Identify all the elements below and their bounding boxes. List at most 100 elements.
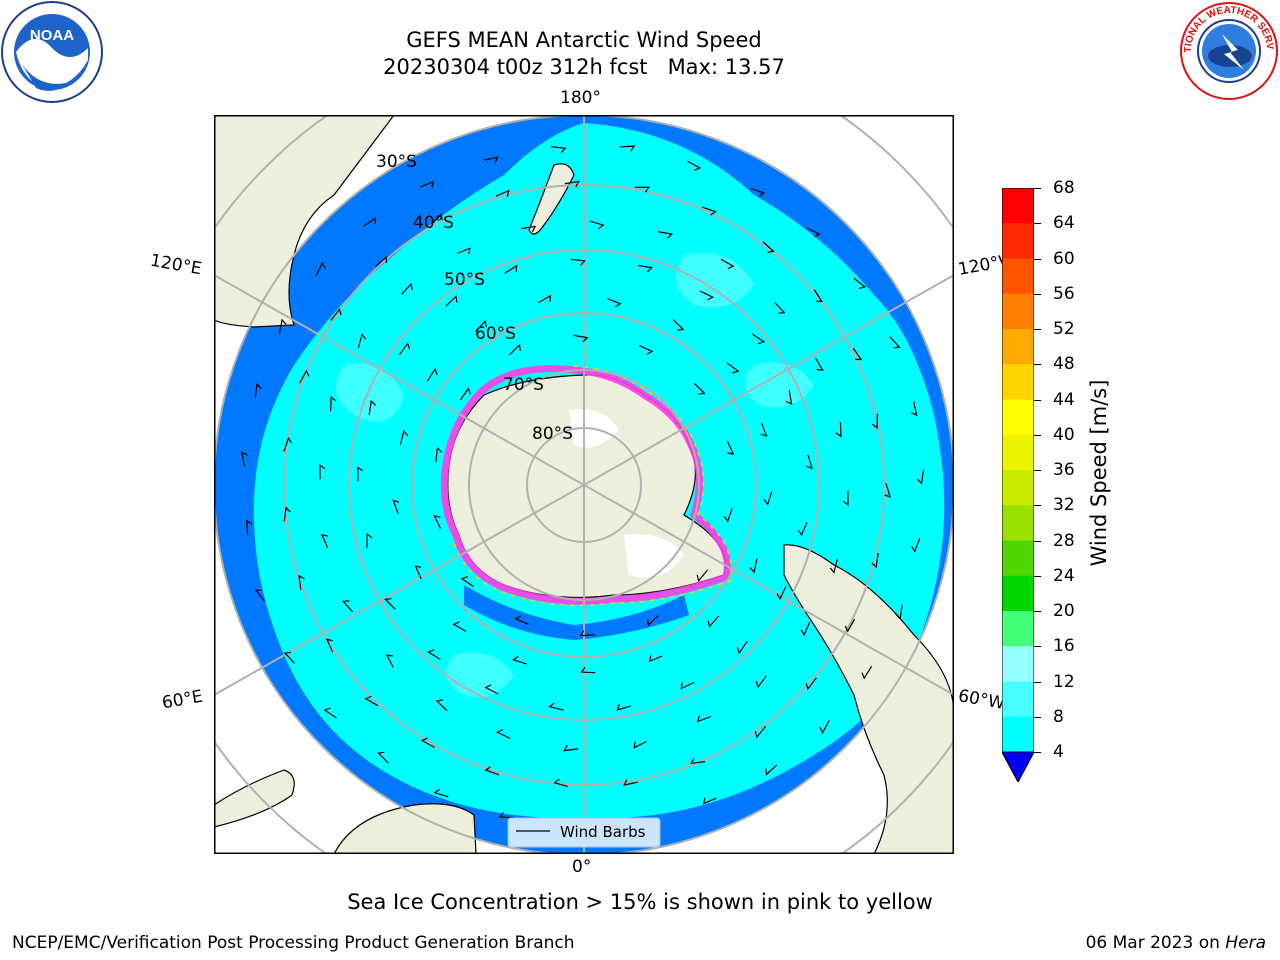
colorbar-tick-mark [1034, 505, 1041, 507]
wind-barb [672, 319, 685, 331]
lon-label-60w: 60°W [956, 686, 1007, 714]
lat-label-70s: 70°S [503, 375, 544, 395]
wind-barb [538, 294, 552, 304]
colorbar-tick-mark [1034, 575, 1041, 577]
noaa-logo-text: NOAA [30, 27, 74, 44]
wind-barb [805, 677, 817, 691]
polar-stereographic-map: Wind Barbs [214, 115, 954, 854]
lat-label-30s: 30°S [376, 152, 417, 172]
wind-barbs [240, 145, 925, 827]
wind-barb [637, 264, 653, 273]
wind-barb [895, 604, 903, 620]
colorbar-tick-mark [1034, 399, 1041, 401]
colorbar-tick-label: 68 [1053, 178, 1075, 198]
wind-barb [749, 558, 758, 574]
colorbar-tick-label: 24 [1053, 565, 1075, 586]
wind-barb [553, 778, 569, 788]
colorbar-segment [1002, 258, 1034, 295]
wind-barb [420, 180, 435, 188]
colorbar-segment [1002, 188, 1034, 224]
colorbar-frame [1002, 188, 1034, 782]
footer-machine: Hera [1225, 933, 1266, 953]
wind-barb [377, 751, 389, 764]
wind-barb [433, 788, 449, 798]
wind-barb [607, 297, 622, 308]
wind-barb [910, 401, 918, 417]
wind-barb [726, 441, 735, 455]
wind-barb [633, 740, 647, 749]
wind-barb [399, 429, 409, 445]
wind-barb [702, 206, 717, 216]
colorbar-tick-mark [1034, 646, 1041, 648]
wind-barb [495, 189, 510, 197]
new-zealand-land [528, 163, 575, 235]
wind-barb [299, 369, 310, 384]
wind-barb [589, 220, 605, 230]
wind-barb [762, 241, 775, 254]
wind-barb [623, 779, 639, 786]
wind-barb [521, 225, 537, 233]
colorbar-tick-label: 52 [1053, 319, 1075, 339]
colorbar-tick-label: 64 [1053, 213, 1075, 234]
wind-barb [452, 621, 467, 632]
colorbar-tick-mark [1034, 470, 1041, 471]
colorbar-tick-mark [1034, 293, 1041, 295]
colorbar-segment [1002, 364, 1034, 400]
wind-barb [512, 655, 527, 665]
colorbar-segment [1002, 505, 1034, 541]
wind-barb [763, 490, 773, 506]
colorbar-tick-mark [1034, 364, 1041, 366]
wind-barb [427, 649, 441, 660]
wind-barb [298, 574, 305, 590]
wind-barb [319, 464, 326, 480]
wind-barb [696, 715, 712, 723]
wind-barb [580, 667, 596, 674]
wind-barb [254, 589, 266, 602]
wind-barb [414, 565, 422, 580]
colorbar-tick-mark [1034, 540, 1041, 542]
colorbar-tick-label: 8 [1053, 706, 1064, 727]
wind-barb [325, 638, 334, 653]
wind-barb [484, 684, 499, 695]
colorbar-tick-mark [1034, 681, 1041, 683]
wind-barb [459, 387, 471, 401]
colorbar-tick-mark [1034, 752, 1041, 753]
wind-barb [435, 446, 443, 463]
colorbar-tick-label: 12 [1053, 671, 1075, 692]
colorbar-tick-mark [1034, 716, 1041, 718]
wind-barb [765, 764, 778, 776]
colorbar-tick-label: 48 [1053, 354, 1075, 375]
wind-barb [483, 156, 499, 163]
graticule [214, 115, 954, 854]
lat-label-50s: 50°S [444, 270, 485, 290]
colorbar-label: Wind Speed [m/s] [1087, 379, 1111, 567]
wind-barb [616, 703, 631, 711]
lat-label-40s: 40°S [413, 213, 454, 233]
wind-barb [323, 707, 337, 719]
wind-barb [774, 302, 786, 314]
wind-barb [398, 342, 411, 356]
noaa-logo: NOAA [1, 1, 103, 103]
wind-barb [435, 699, 448, 712]
wind-barb [433, 515, 442, 529]
colorbar-tick-label: 28 [1053, 530, 1075, 551]
colorbar-segment [1002, 611, 1034, 647]
wind-barb [246, 519, 253, 535]
wind-barb [776, 586, 787, 601]
wind-barb [364, 695, 379, 707]
nws-logo: NATIONAL WEATHER SERVICE [1178, 0, 1279, 101]
title-line-2: 20230304 t00z 312h fcst Max: 13.57 [383, 55, 785, 79]
wind-barb [283, 651, 296, 664]
wind-barb [736, 641, 748, 655]
wind-barb [401, 282, 413, 295]
wind-barb [342, 600, 353, 613]
wind-barb [760, 422, 768, 437]
colorbar-tick-label: 32 [1053, 495, 1075, 516]
weddell-ice-shelf [624, 534, 684, 578]
colorbar-tick-label: 60 [1053, 248, 1075, 269]
colorbar-tick-label: 56 [1053, 283, 1075, 304]
wind-barb [456, 247, 471, 255]
wind-barb [240, 451, 248, 467]
colorbar-segment [1002, 329, 1034, 365]
wind-barb [844, 618, 856, 633]
